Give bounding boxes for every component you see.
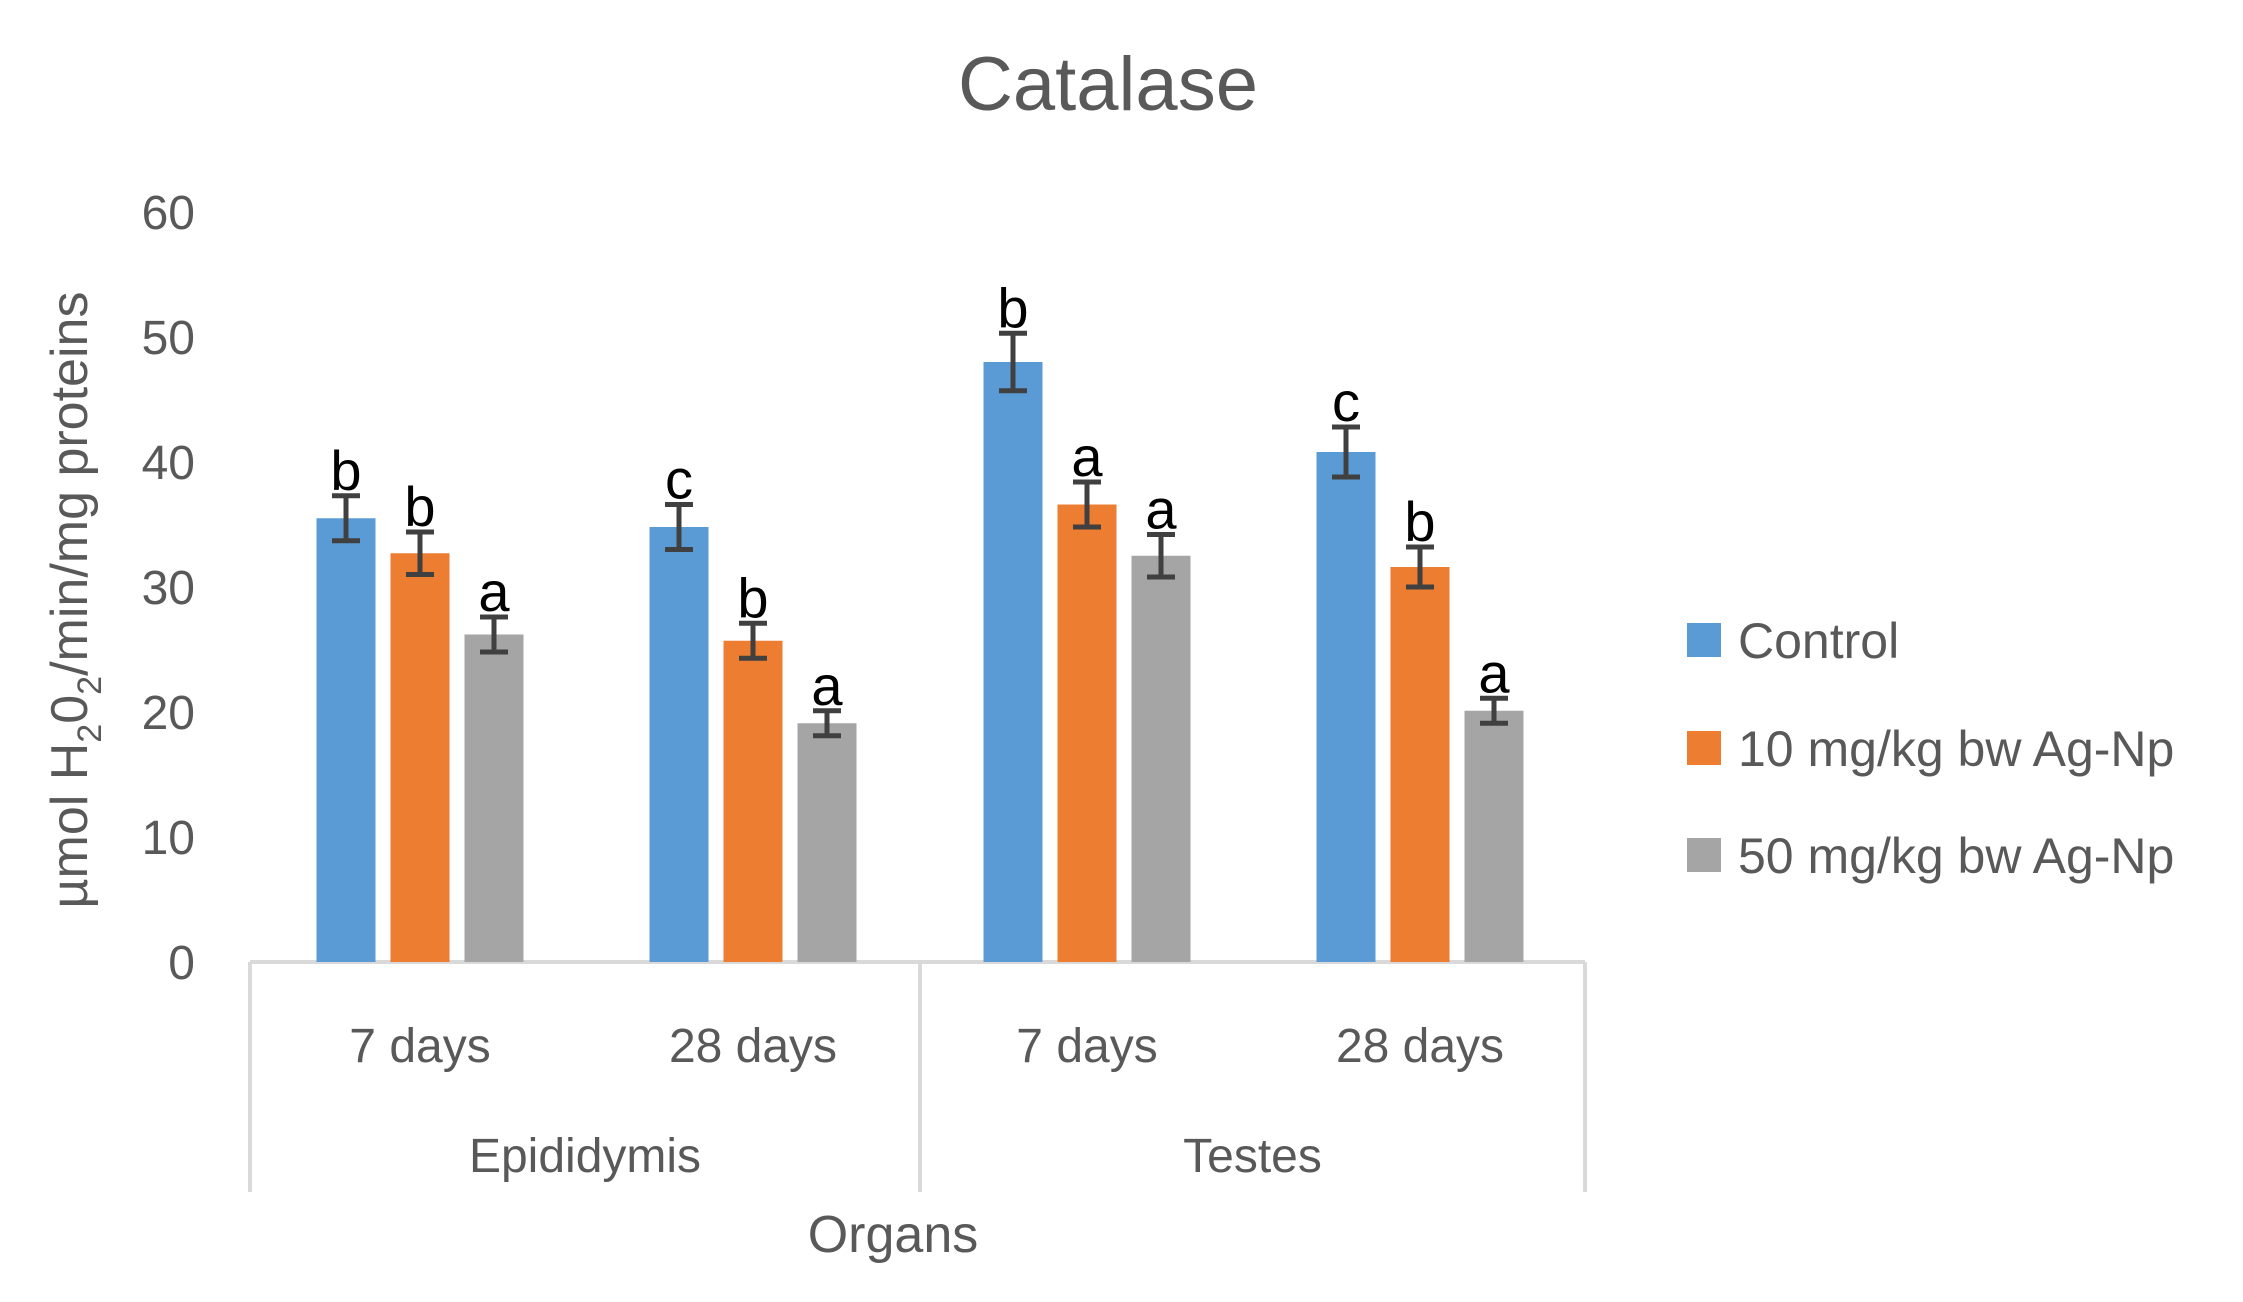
y-tick-label: 20 <box>142 687 195 740</box>
legend-label: 10 mg/kg bw Ag-Np <box>1738 721 2174 777</box>
error-bar <box>739 620 767 661</box>
legend-label: 50 mg/kg bw Ag-Np <box>1738 828 2174 884</box>
bar <box>464 634 524 962</box>
error-bar <box>1332 424 1360 480</box>
significance-letter: a <box>811 654 843 717</box>
x-group-label: Epididymis <box>469 1130 701 1183</box>
error-bar <box>406 529 434 577</box>
bar <box>1131 555 1191 962</box>
y-tick-label: 40 <box>142 437 195 490</box>
error-bar <box>480 614 508 655</box>
bar <box>1316 452 1376 962</box>
significance-letter: c <box>1332 370 1360 433</box>
legend-swatch <box>1687 731 1721 765</box>
y-tick-label: 30 <box>142 562 195 615</box>
bar <box>723 640 783 962</box>
error-bar <box>813 708 841 739</box>
bar <box>1464 710 1524 962</box>
error-bar <box>1406 544 1434 590</box>
significance-letter: a <box>478 560 510 623</box>
legend-swatch <box>1687 838 1721 872</box>
x-tick-label: 7 days <box>349 1020 490 1073</box>
bar <box>1057 504 1117 962</box>
x-axis: 7 days 28 days Epididymis 7 days 28 days Test… <box>248 960 1587 1192</box>
legend-swatch <box>1687 623 1721 657</box>
significance-letter: b <box>404 475 435 538</box>
y-axis-title: µmol H202/min/mg proteins <box>41 292 109 909</box>
significance-letter: a <box>1071 425 1103 488</box>
x-tick-label: 28 days <box>1336 1020 1504 1073</box>
y-tick-label: 50 <box>142 312 195 365</box>
error-bar <box>1147 532 1175 580</box>
bar <box>983 362 1043 962</box>
significance-letter: b <box>330 439 361 502</box>
y-axis-title-part: 2 <box>71 676 109 695</box>
y-axis-ticks: 0 10 20 30 40 50 60 <box>142 187 195 990</box>
error-bar <box>1073 479 1101 530</box>
chart-title: Catalase <box>958 42 1258 127</box>
y-tick-label: 0 <box>168 937 195 990</box>
bar <box>390 553 450 962</box>
error-bar <box>665 502 693 552</box>
significance-letter: a <box>1478 641 1510 704</box>
error-bar <box>332 493 360 544</box>
bar <box>649 527 709 962</box>
x-tick-label: 7 days <box>1016 1020 1157 1073</box>
significance-letter: a <box>1145 478 1177 541</box>
significance-letter: c <box>665 448 693 511</box>
x-group-label: Testes <box>1183 1130 1322 1183</box>
bar <box>316 518 376 962</box>
y-axis-title-part: /min/mg proteins <box>41 292 99 676</box>
x-tick-label: 28 days <box>669 1020 837 1073</box>
y-axis-title-part: 2 <box>71 724 109 743</box>
bar <box>797 723 857 962</box>
y-axis-title-part: µmol H <box>41 743 99 909</box>
y-axis-title-part: 0 <box>41 695 99 724</box>
legend: Control 10 mg/kg bw Ag-Np 50 mg/kg bw Ag-N… <box>1687 613 2174 884</box>
legend-label: Control <box>1738 613 1899 669</box>
error-bar <box>1480 695 1508 726</box>
bar <box>1390 567 1450 962</box>
significance-letter: b <box>737 566 768 629</box>
error-bar <box>999 330 1027 394</box>
significance-letter: b <box>997 276 1028 339</box>
significance-letter: b <box>1404 490 1435 553</box>
y-tick-label: 60 <box>142 187 195 240</box>
y-tick-label: 10 <box>142 812 195 865</box>
x-axis-title: Organs <box>808 1206 979 1264</box>
